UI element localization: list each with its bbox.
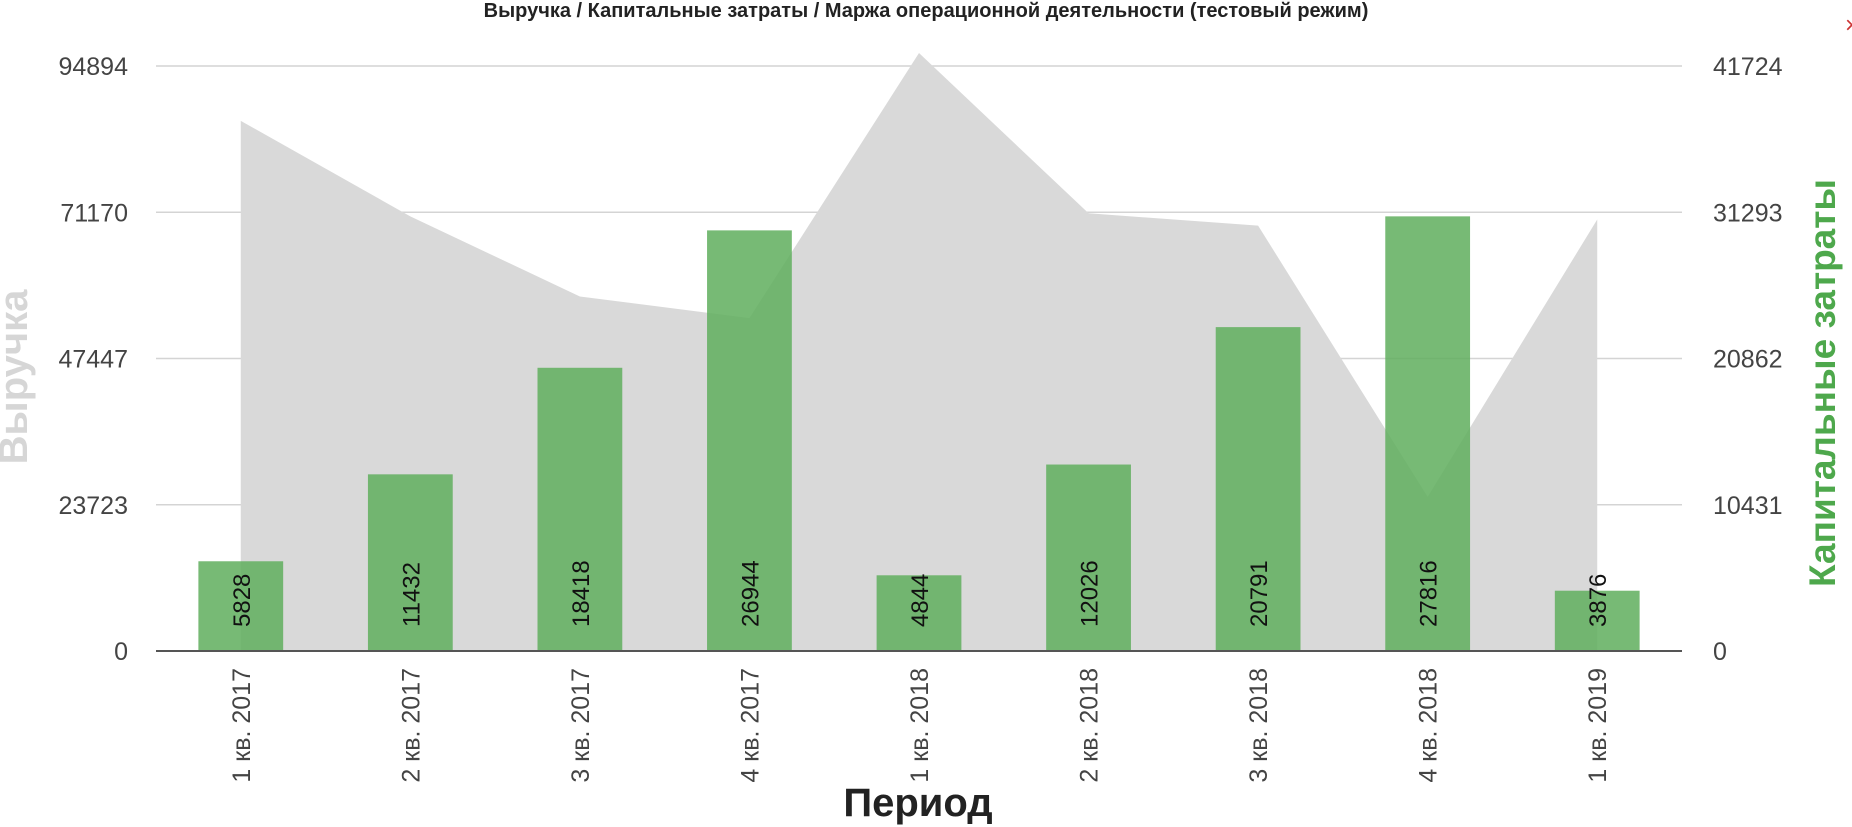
capex-bar xyxy=(707,230,792,651)
y-tick-label-left: 71170 xyxy=(60,199,128,227)
capex-bar xyxy=(1554,590,1640,651)
y-tick-label-right: 31293 xyxy=(1713,199,1783,227)
chart-title: Выручка / Капитальные затраты / Маржа оп… xyxy=(484,0,1369,22)
x-tick-label: 4 кв. 2018 xyxy=(1415,668,1443,783)
capex-bar xyxy=(537,367,623,651)
data-labels-layer: 5828 11432 18418 26944 4844 12026 20791 27816 38… xyxy=(229,560,1612,627)
y-tick-label-left: 47447 xyxy=(58,346,128,374)
y-tick-label-left: 94894 xyxy=(58,53,128,81)
capex-bar xyxy=(1385,216,1471,651)
close-icon[interactable]: × xyxy=(1845,12,1852,39)
x-tick-label: 3 кв. 2017 xyxy=(567,668,595,783)
bar-data-label: 18418 xyxy=(568,560,595,627)
x-tick-label: 4 кв. 2017 xyxy=(736,668,764,783)
x-tick-label: 1 кв. 2019 xyxy=(1584,668,1612,783)
capex-bar xyxy=(1215,327,1301,651)
x-tick-label: 3 кв. 2018 xyxy=(1245,668,1273,783)
x-axis-title: Период xyxy=(843,781,992,825)
bar-data-label: 12026 xyxy=(1077,560,1104,627)
capex-bar xyxy=(876,575,962,651)
axes: 0 0 23723 10431 47447 20862 71170 31293 94894 417… xyxy=(58,53,1782,783)
capex-bar xyxy=(367,474,453,651)
y-tick-label-right: 10431 xyxy=(1713,492,1783,520)
x-tick-label: 1 кв. 2018 xyxy=(906,668,934,783)
bar-data-label: 26944 xyxy=(737,560,764,627)
bar-data-label: 27816 xyxy=(1416,560,1443,627)
y-tick-label-left: 23723 xyxy=(58,492,128,520)
bar-data-label: 20791 xyxy=(1246,560,1273,627)
x-tick-label: 2 кв. 2017 xyxy=(397,668,425,783)
y-axis-title-right: Капитальные затраты xyxy=(1802,179,1843,587)
bar-data-label: 3876 xyxy=(1585,574,1612,627)
x-tick-label: 2 кв. 2018 xyxy=(1076,668,1104,783)
y-axis-title-left: Выручка xyxy=(0,289,36,464)
bar-data-label: 5828 xyxy=(229,574,256,627)
capex-bars-layer xyxy=(198,216,1640,651)
y-tick-label-right: 0 xyxy=(1713,638,1727,666)
y-tick-label-left: 0 xyxy=(114,638,128,666)
y-tick-label-right: 20862 xyxy=(1713,346,1783,374)
x-tick-label: 1 кв. 2017 xyxy=(228,668,256,783)
bar-data-label: 11432 xyxy=(398,562,425,627)
bar-data-label: 4844 xyxy=(907,574,934,627)
y-tick-label-right: 41724 xyxy=(1713,53,1783,81)
capex-bar xyxy=(198,561,284,651)
capex-bar xyxy=(1046,464,1131,651)
